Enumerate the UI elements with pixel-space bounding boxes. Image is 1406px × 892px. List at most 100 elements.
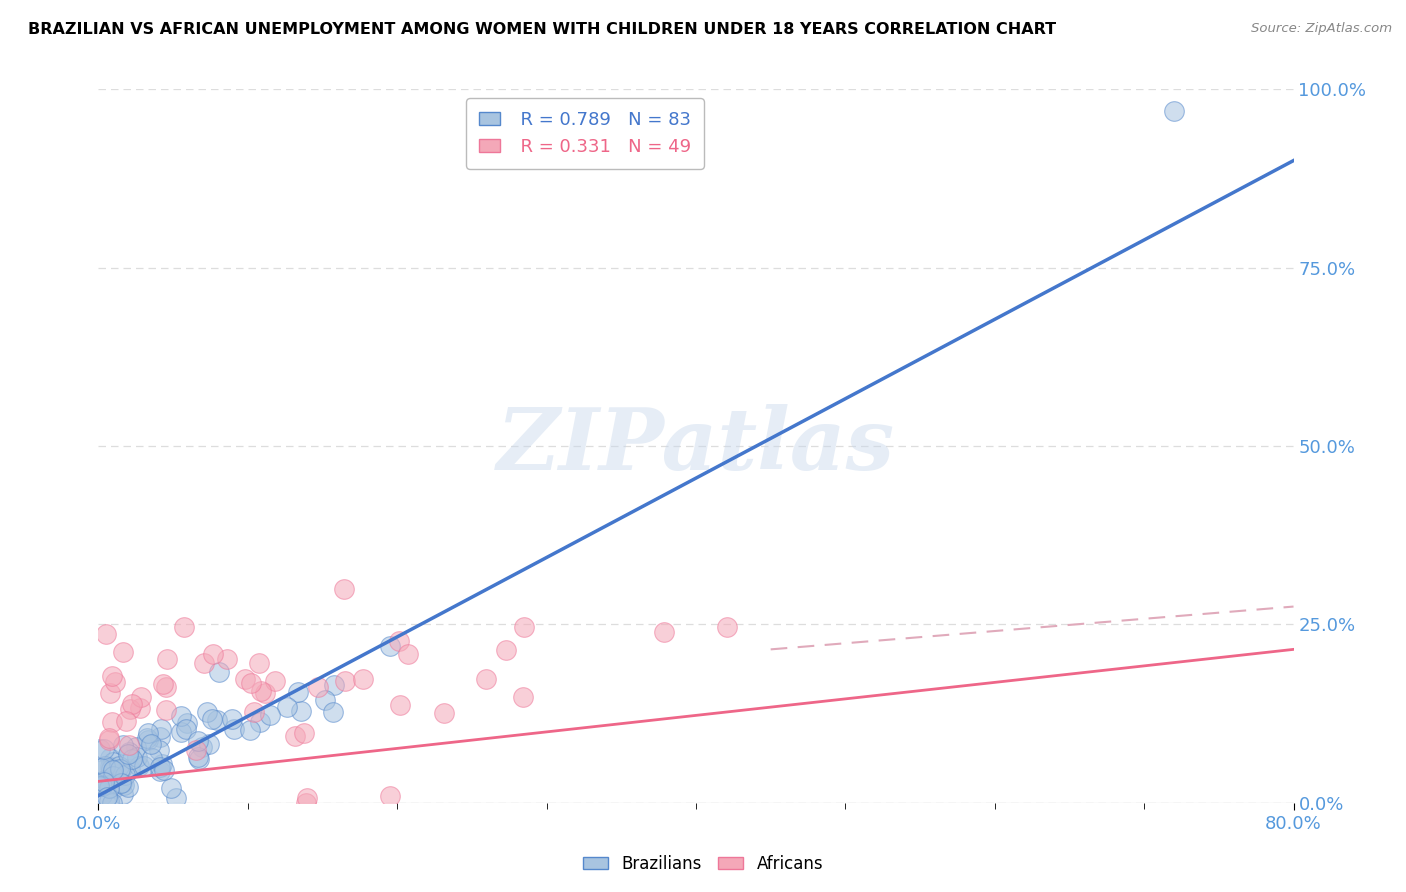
Point <box>104 675 127 690</box>
Point <box>103 764 125 778</box>
Point <box>174 722 197 736</box>
Point <box>1163 103 1185 118</box>
Point <box>191 740 214 755</box>
Point <box>389 698 412 713</box>
Point <box>155 681 177 695</box>
Point <box>512 620 534 634</box>
Point <box>97 794 120 808</box>
Point <box>170 725 193 739</box>
Point <box>87 779 110 793</box>
Point <box>152 677 174 691</box>
Point <box>276 699 298 714</box>
Point <box>307 680 329 694</box>
Point <box>97 733 120 747</box>
Point <box>115 714 138 728</box>
Point <box>90 780 112 794</box>
Point <box>240 676 263 690</box>
Point <box>176 716 198 731</box>
Point <box>138 732 160 747</box>
Point <box>111 787 134 801</box>
Point <box>101 669 124 683</box>
Point <box>90 761 112 775</box>
Point <box>136 731 159 746</box>
Point <box>253 686 276 700</box>
Text: Source: ZipAtlas.com: Source: ZipAtlas.com <box>1251 22 1392 36</box>
Point <box>186 743 208 757</box>
Point <box>111 776 134 790</box>
Point <box>107 759 129 773</box>
Point <box>101 766 124 780</box>
Point <box>250 684 273 698</box>
Point <box>93 759 115 773</box>
Legend: Brazilians, Africans: Brazilians, Africans <box>576 848 830 880</box>
Point <box>136 726 159 740</box>
Point <box>153 763 176 777</box>
Point <box>91 774 114 789</box>
Point <box>239 723 262 737</box>
Point <box>716 620 738 634</box>
Point <box>292 726 315 740</box>
Point <box>150 756 173 771</box>
Point <box>97 780 120 795</box>
Point <box>378 789 401 804</box>
Point <box>512 690 534 704</box>
Point <box>205 713 228 727</box>
Point <box>120 701 142 715</box>
Point <box>128 759 150 773</box>
Point <box>149 760 172 774</box>
Point <box>287 685 309 699</box>
Point <box>110 776 132 790</box>
Point <box>333 673 356 688</box>
Point <box>193 656 215 670</box>
Point <box>131 690 153 704</box>
Point <box>118 745 141 759</box>
Point <box>134 758 156 772</box>
Point <box>284 729 307 743</box>
Point <box>201 712 224 726</box>
Point <box>165 790 187 805</box>
Point <box>475 673 498 687</box>
Point <box>149 764 172 779</box>
Text: BRAZILIAN VS AFRICAN UNEMPLOYMENT AMONG WOMEN WITH CHILDREN UNDER 18 YEARS CORRE: BRAZILIAN VS AFRICAN UNEMPLOYMENT AMONG … <box>28 22 1056 37</box>
Point <box>100 762 122 776</box>
Point <box>114 768 136 782</box>
Point <box>652 624 675 639</box>
Point <box>118 762 141 776</box>
Point <box>103 756 125 770</box>
Point <box>93 742 115 756</box>
Point <box>233 672 256 686</box>
Point <box>112 778 135 792</box>
Point <box>127 749 149 764</box>
Point <box>207 665 229 679</box>
Point <box>187 734 209 748</box>
Point <box>150 722 173 736</box>
Point <box>297 791 319 805</box>
Point <box>111 645 134 659</box>
Point <box>195 705 218 719</box>
Point <box>259 707 281 722</box>
Point <box>378 639 401 653</box>
Point <box>93 775 115 789</box>
Point <box>103 781 125 796</box>
Point <box>117 738 139 752</box>
Point <box>388 633 411 648</box>
Point <box>91 788 114 802</box>
Point <box>101 715 124 730</box>
Point <box>101 770 124 784</box>
Point <box>198 737 221 751</box>
Point <box>215 652 238 666</box>
Point <box>101 772 124 787</box>
Point <box>98 760 121 774</box>
Point <box>433 706 456 721</box>
Point <box>323 678 346 692</box>
Point <box>187 750 209 764</box>
Point <box>148 743 170 757</box>
Point <box>221 712 243 726</box>
Point <box>333 582 356 596</box>
Point <box>264 674 287 689</box>
Text: ZIPatlas: ZIPatlas <box>496 404 896 488</box>
Point <box>155 703 177 717</box>
Point <box>98 731 121 745</box>
Point <box>295 796 318 810</box>
Point <box>121 697 143 711</box>
